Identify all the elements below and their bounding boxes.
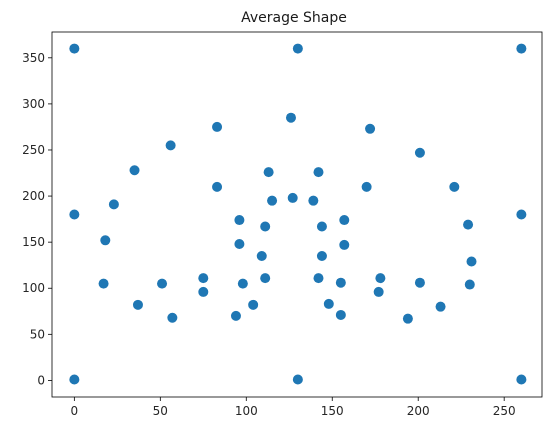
- x-tick-label: 250: [493, 404, 516, 418]
- x-tick-label: 200: [407, 404, 430, 418]
- x-tick-label: 150: [321, 404, 344, 418]
- scatter-point: [198, 273, 209, 284]
- scatter-point: [375, 273, 386, 284]
- y-tick-label: 200: [22, 189, 45, 203]
- scatter-point: [463, 219, 474, 230]
- scatter-point: [129, 165, 140, 176]
- scatter-point: [365, 123, 376, 134]
- scatter-point: [339, 239, 350, 250]
- scatter-point: [414, 277, 425, 288]
- scatter-point: [292, 43, 303, 54]
- scatter-point: [516, 374, 527, 385]
- chart-title: Average Shape: [241, 10, 347, 26]
- scatter-point: [361, 181, 372, 192]
- scatter-point: [212, 121, 223, 132]
- scatter-point: [132, 299, 143, 310]
- scatter-point: [256, 250, 267, 261]
- scatter-point: [248, 299, 259, 310]
- scatter-point: [308, 195, 319, 206]
- data-points: [69, 43, 527, 385]
- scatter-point: [198, 286, 209, 297]
- scatter-point: [234, 238, 245, 249]
- scatter-point: [316, 221, 327, 232]
- y-tick-label: 150: [22, 235, 45, 249]
- scatter-point: [516, 209, 527, 220]
- scatter-point: [464, 279, 475, 290]
- y-axis: 0 50 100 150 200 250 300 350: [22, 51, 52, 387]
- scatter-point: [69, 209, 80, 220]
- scatter-point: [100, 235, 111, 246]
- y-tick-label: 50: [30, 327, 45, 341]
- x-axis: 0 50 100 150 200 250: [71, 397, 516, 418]
- x-tick-label: 0: [71, 404, 79, 418]
- scatter-point: [339, 215, 350, 226]
- y-tick-label: 250: [22, 143, 45, 157]
- scatter-point: [292, 374, 303, 385]
- y-tick-label: 100: [22, 281, 45, 295]
- scatter-point: [402, 313, 413, 324]
- y-tick-label: 0: [37, 373, 45, 387]
- scatter-point: [157, 278, 168, 289]
- scatter-point: [234, 215, 245, 226]
- scatter-point: [313, 167, 324, 178]
- scatter-point: [435, 301, 446, 312]
- y-tick-label: 350: [22, 51, 45, 65]
- scatter-point: [516, 43, 527, 54]
- scatter-point: [335, 309, 346, 320]
- scatter-point: [263, 167, 274, 178]
- scatter-point: [323, 298, 334, 309]
- scatter-point: [69, 43, 80, 54]
- scatter-point: [287, 192, 298, 203]
- scatter-point: [108, 199, 119, 210]
- scatter-point: [313, 273, 324, 284]
- scatter-point: [69, 374, 80, 385]
- scatter-point: [373, 286, 384, 297]
- scatter-point: [335, 277, 346, 288]
- scatter-point: [449, 181, 460, 192]
- scatter-point: [316, 250, 327, 261]
- scatter-point: [267, 195, 278, 206]
- x-tick-label: 50: [153, 404, 168, 418]
- scatter-point: [237, 278, 248, 289]
- plot-frame: [51, 31, 543, 398]
- scatter-point: [212, 181, 223, 192]
- scatter-point: [165, 140, 176, 151]
- scatter-point: [167, 312, 178, 323]
- scatter-point: [414, 147, 425, 158]
- scatter-point: [466, 256, 477, 267]
- scatter-point: [98, 278, 109, 289]
- y-tick-label: 300: [22, 97, 45, 111]
- scatter-point: [285, 112, 296, 123]
- scatter-point: [260, 221, 271, 232]
- x-tick-label: 100: [235, 404, 258, 418]
- scatter-point: [260, 273, 271, 284]
- scatter-point: [230, 310, 241, 321]
